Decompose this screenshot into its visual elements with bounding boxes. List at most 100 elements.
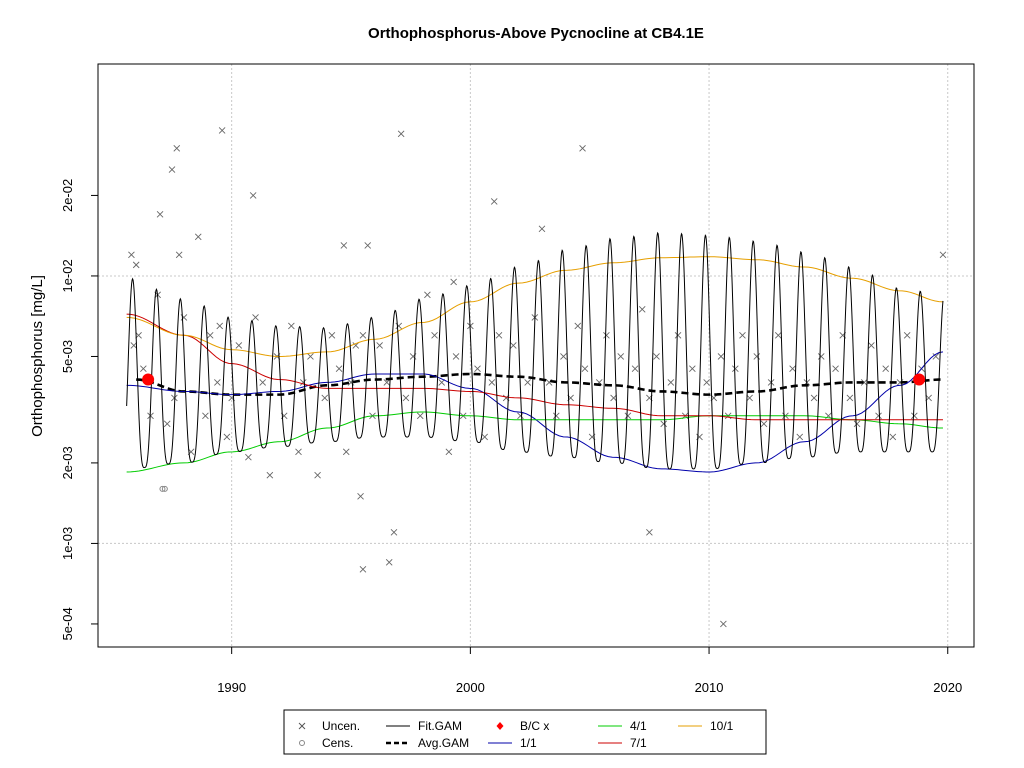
point-stroke: [552, 412, 560, 420]
uncensored-point: [163, 420, 171, 428]
uncensored-point: [474, 365, 481, 373]
uncensored-point: [390, 529, 398, 536]
uncensored-point: [397, 130, 405, 138]
uncensored-point: [610, 394, 617, 402]
uncensored-point: [214, 379, 221, 386]
point-stroke: [810, 394, 818, 402]
uncensored-point: [832, 365, 839, 373]
point-stroke: [445, 448, 453, 456]
point-stroke: [390, 529, 398, 536]
point-stroke: [173, 145, 181, 152]
point-stroke: [223, 433, 231, 441]
point-stroke: [932, 353, 940, 360]
uncensored-point: [789, 365, 796, 373]
point-stroke: [717, 353, 725, 360]
uncensored-point: [739, 331, 746, 339]
point-stroke: [674, 331, 682, 339]
point-stroke: [646, 529, 653, 536]
point-stroke: [299, 379, 307, 386]
legend-item: Avg.GAM: [386, 736, 469, 750]
uncensored-point: [488, 379, 496, 386]
point-stroke: [245, 453, 252, 461]
uncensored-point: [359, 331, 367, 339]
point-stroke: [510, 342, 517, 349]
uncensored-point: [347, 379, 355, 386]
point-stroke: [903, 331, 911, 339]
point-stroke: [624, 412, 632, 420]
uncensored-point: [646, 529, 653, 536]
uncensored-point: [431, 331, 438, 339]
legend-item: 1/1: [488, 736, 537, 750]
bc-point: [142, 373, 155, 386]
point-stroke: [342, 448, 350, 456]
uncensored-point: [202, 412, 209, 420]
legend-label: 1/1: [520, 736, 537, 750]
legend-item: 10/1: [678, 719, 734, 733]
point-stroke: [128, 251, 135, 259]
uncensored-point: [638, 306, 646, 313]
uncensored-point: [235, 342, 243, 349]
legend-box: [283, 709, 767, 755]
uncensored-point: [168, 166, 176, 173]
series-fit-gam: [126, 231, 944, 470]
point-stroke: [796, 433, 804, 441]
uncensored-point: [860, 379, 868, 386]
uncensored-point: [252, 314, 259, 321]
point-stroke: [132, 261, 140, 269]
point-stroke: [202, 412, 209, 420]
legend-item: Uncen.: [298, 719, 360, 733]
point-stroke: [853, 420, 861, 428]
legend-label: Fit.GAM: [418, 719, 462, 733]
point-stroke: [288, 322, 295, 330]
point-stroke: [481, 433, 488, 441]
point-stroke: [450, 278, 457, 286]
point-stroke: [163, 420, 171, 428]
uncensored-point: [328, 331, 336, 339]
point-stroke: [452, 353, 460, 360]
point-stroke: [249, 192, 257, 199]
uncensored-point: [617, 353, 625, 360]
uncensored-point: [631, 365, 639, 373]
point-stroke: [168, 166, 176, 173]
uncensored-point: [524, 379, 531, 386]
y-tick-label: 5e-03: [60, 340, 75, 373]
uncensored-point: [760, 420, 768, 428]
point-stroke: [474, 365, 481, 373]
uncensored-point: [352, 342, 360, 349]
uncensored-point: [340, 242, 348, 249]
uncensored-point: [581, 365, 589, 373]
point-stroke: [266, 471, 274, 479]
uncensored-point: [868, 342, 875, 349]
point-stroke: [321, 394, 329, 402]
point-stroke: [340, 242, 348, 249]
legend-label: Cens.: [322, 736, 353, 750]
bc-point: [913, 373, 926, 386]
uncensored-point: [674, 331, 682, 339]
point-stroke: [517, 412, 524, 420]
point-stroke: [175, 251, 183, 259]
point-stroke: [667, 379, 675, 386]
y-tick-label: 1e-02: [60, 259, 75, 292]
series-line-4-1: [126, 411, 943, 473]
point-stroke: [328, 331, 336, 339]
censored-point: [161, 485, 168, 492]
uncensored-point: [481, 433, 488, 441]
legend-symbol: [299, 740, 305, 746]
uncensored-point: [703, 379, 710, 386]
legend: Uncen. Cens. Fit.GAM Avg.GAM B/C x 1/1 4/1 7/1 1…: [283, 709, 767, 755]
uncensored-point: [335, 365, 343, 373]
point-stroke: [385, 558, 393, 566]
uncensored-point: [295, 448, 302, 456]
legend-symbol: [298, 722, 306, 730]
uncensored-point: [307, 353, 314, 360]
point-stroke: [731, 365, 739, 373]
uncensored-point: [560, 353, 567, 360]
uncensored-point: [128, 251, 135, 259]
uncensored-point: [517, 412, 524, 420]
point-stroke: [939, 251, 947, 259]
uncensored-point: [667, 379, 675, 386]
uncensored-point: [402, 394, 410, 402]
uncensored-point: [385, 558, 393, 566]
uncensored-point: [574, 322, 582, 330]
